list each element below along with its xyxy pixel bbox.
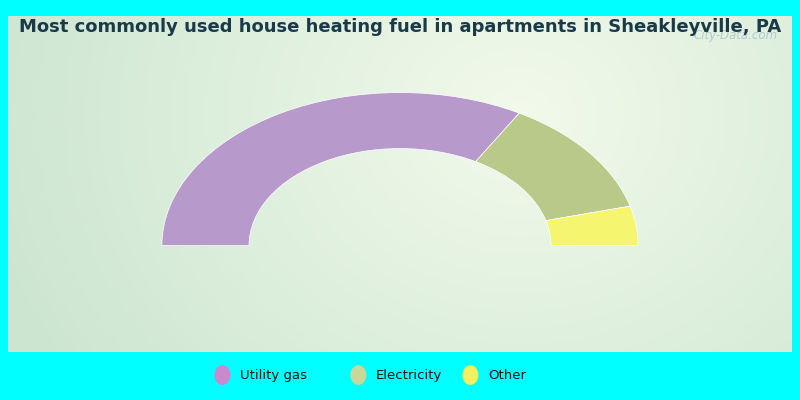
Wedge shape — [162, 92, 519, 246]
Text: City-Data.com: City-Data.com — [694, 29, 778, 42]
Wedge shape — [546, 206, 638, 246]
Text: Electricity: Electricity — [376, 368, 442, 382]
Text: Utility gas: Utility gas — [240, 368, 307, 382]
Text: Most commonly used house heating fuel in apartments in Sheakleyville, PA: Most commonly used house heating fuel in… — [19, 18, 781, 36]
Wedge shape — [476, 113, 630, 220]
Ellipse shape — [462, 365, 478, 385]
Ellipse shape — [214, 365, 230, 385]
Text: Other: Other — [488, 368, 526, 382]
Ellipse shape — [350, 365, 366, 385]
